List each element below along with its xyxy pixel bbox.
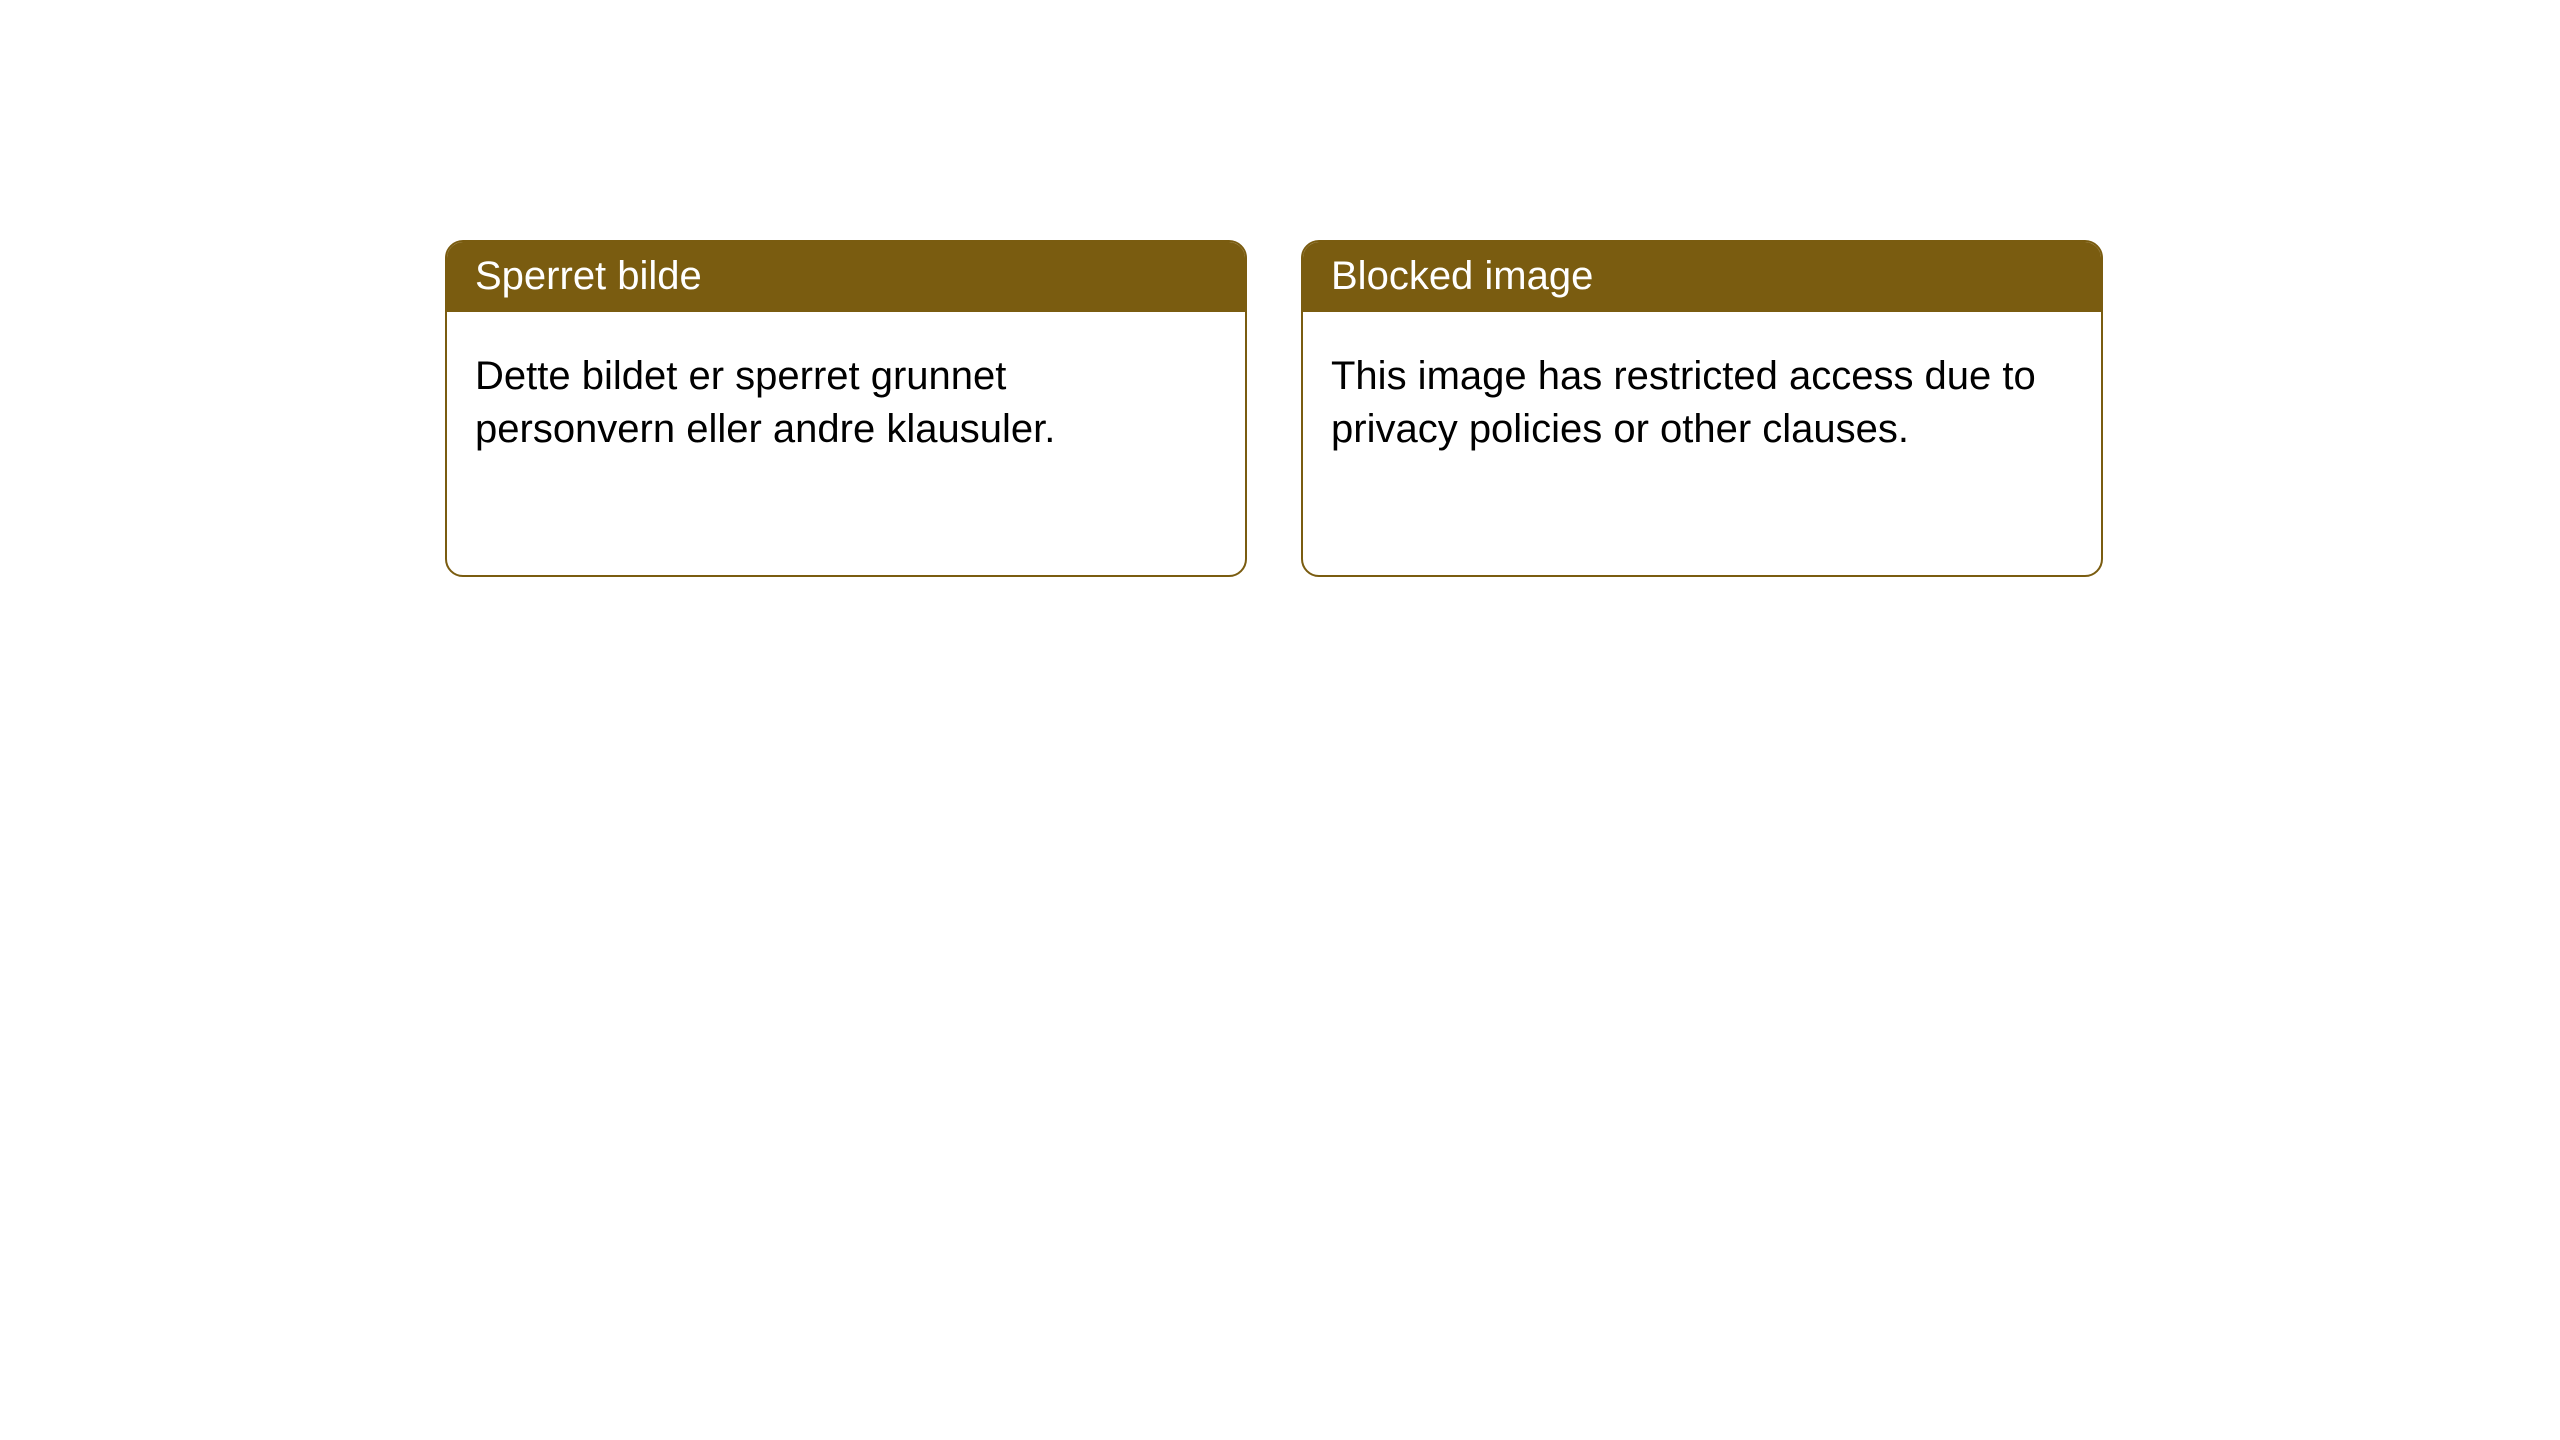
notice-container: Sperret bilde Dette bildet er sperret gr… — [445, 240, 2103, 577]
notice-title: Sperret bilde — [447, 242, 1245, 312]
notice-body: This image has restricted access due to … — [1303, 312, 2101, 575]
notice-card-english: Blocked image This image has restricted … — [1301, 240, 2103, 577]
notice-title: Blocked image — [1303, 242, 2101, 312]
notice-card-norwegian: Sperret bilde Dette bildet er sperret gr… — [445, 240, 1247, 577]
notice-body: Dette bildet er sperret grunnet personve… — [447, 312, 1245, 575]
